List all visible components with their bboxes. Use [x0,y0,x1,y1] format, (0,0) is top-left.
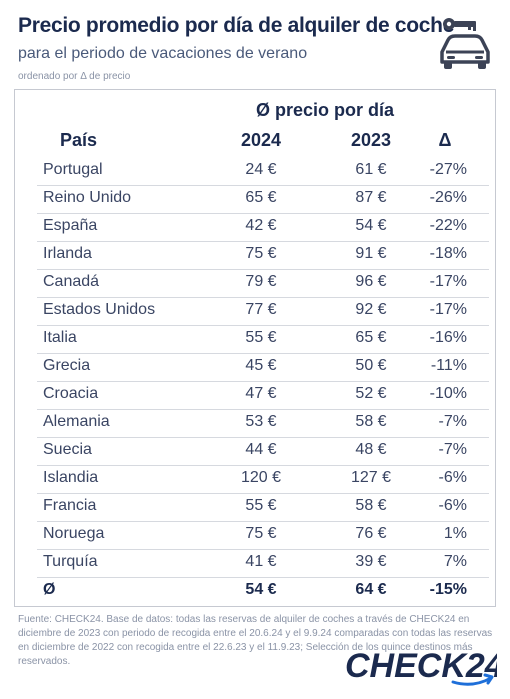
cell-2023: 61 € [355,161,387,178]
cell-2024: 45 € [245,357,277,374]
cell-2023: 91 € [355,245,387,262]
cell-2024: 24 € [245,161,277,178]
table-row: Turquía 41 € 39 € 7% [37,549,489,578]
col-header-country: País [60,130,98,150]
cell-delta: -11% [430,357,467,374]
table-total-row: Ø 54 € 64 € -15% [37,577,489,605]
car-key-icon [440,18,490,69]
cell-country: Francia [43,497,97,514]
table-row: Italia 55 € 65 € -16% [37,325,489,354]
logo-text: CHECK24 [345,647,497,685]
table-row: Alemania 53 € 58 € -7% [37,409,489,438]
cell-2024: 54 € [245,581,277,598]
cell-2023: 52 € [355,385,387,402]
cell-2024: 120 € [240,469,282,486]
cell-delta: -6% [438,497,467,514]
cell-country: Turquía [43,553,98,570]
cell-country: Estados Unidos [43,301,156,318]
group-header: Ø precio por día [15,100,495,126]
cell-country: España [43,217,98,234]
cell-2024: 65 € [245,189,277,206]
cell-2023: 87 € [355,189,387,206]
table-row: Grecia 45 € 50 € -11% [37,353,489,382]
cell-2024: 42 € [245,217,277,234]
cell-2024: 75 € [245,525,277,542]
cell-2023: 58 € [355,497,387,514]
table-row: Canadá 79 € 96 € -17% [37,269,489,298]
cell-country: Italia [43,329,77,346]
page-subtitle: para el periodo de vacaciones de verano [18,45,308,62]
cell-2023: 64 € [355,581,387,598]
cell-2023: 76 € [355,525,387,542]
cell-2023: 65 € [355,329,387,346]
table-row: Suecia 44 € 48 € -7% [37,437,489,466]
cell-country: Irlanda [43,245,92,262]
cell-2024: 44 € [245,441,277,458]
cell-country: Suecia [43,441,92,458]
price-table: Ø precio por día País 2024 2023 Δ Portug… [14,89,496,607]
column-headers: País 2024 2023 Δ [15,130,495,156]
cell-country: Canadá [43,273,100,290]
cell-delta: -18% [429,245,467,262]
col-header-2023: 2023 [350,130,392,150]
cell-2024: 55 € [245,329,277,346]
cell-delta: -10% [429,385,467,402]
cell-country: Reino Unido [43,189,132,206]
cell-2023: 54 € [355,217,387,234]
page-title: Precio promedio por día de alquiler de c… [18,14,455,37]
cell-country: Ø [43,581,56,598]
table-row: España 42 € 54 € -22% [37,213,489,242]
cell-delta: -22% [429,217,467,234]
cell-delta: -17% [429,273,467,290]
cell-2023: 58 € [355,413,387,430]
cell-country: Croacia [43,385,99,402]
cell-2023: 48 € [355,441,387,458]
cell-country: Noruega [43,525,105,542]
table-row: Noruega 75 € 76 € 1% [37,521,489,550]
cell-2024: 41 € [245,553,277,570]
cell-delta: -7% [438,413,467,430]
cell-delta: -15% [429,581,467,598]
table-row: Irlanda 75 € 91 € -18% [37,241,489,270]
source-note: Fuente: CHECK24. Base de datos: todas la… [18,614,493,667]
cell-2024: 55 € [245,497,277,514]
cell-2023: 92 € [355,301,387,318]
cell-2023: 127 € [350,469,392,486]
cell-2023: 96 € [355,273,387,290]
cell-delta: -16% [429,329,467,346]
table-row: Estados Unidos 77 € 92 € -17% [37,297,489,326]
table-row: Croacia 47 € 52 € -10% [37,381,489,410]
cell-2024: 77 € [245,301,277,318]
cell-delta: -7% [438,441,467,458]
cell-country: Portugal [43,161,103,178]
cell-country: Alemania [43,413,110,430]
cell-delta: 7% [443,553,467,570]
cell-2024: 79 € [245,273,277,290]
group-header-label: Ø precio por día [255,100,395,120]
table-row: Portugal 24 € 61 € -27% [37,157,489,186]
col-header-delta: Δ [438,130,452,150]
table-row: Reino Unido 65 € 87 € -26% [37,185,489,214]
cell-2024: 47 € [245,385,277,402]
col-header-2024: 2024 [240,130,282,150]
check24-logo: CHECK24 [345,647,497,686]
cell-delta: -26% [429,189,467,206]
cell-delta: -27% [429,161,467,178]
table-row: Francia 55 € 58 € -6% [37,493,489,522]
sort-note: ordenado por Δ de precio [18,71,131,82]
cell-country: Islandia [43,469,99,486]
cell-2024: 75 € [245,245,277,262]
cell-2023: 39 € [355,553,387,570]
cell-delta: 1% [443,525,467,542]
cell-country: Grecia [43,357,91,374]
table-row: Islandia 120 € 127 € -6% [37,465,489,494]
cell-delta: -17% [429,301,467,318]
cell-2023: 50 € [355,357,387,374]
cell-2024: 53 € [245,413,277,430]
cell-delta: -6% [438,469,467,486]
